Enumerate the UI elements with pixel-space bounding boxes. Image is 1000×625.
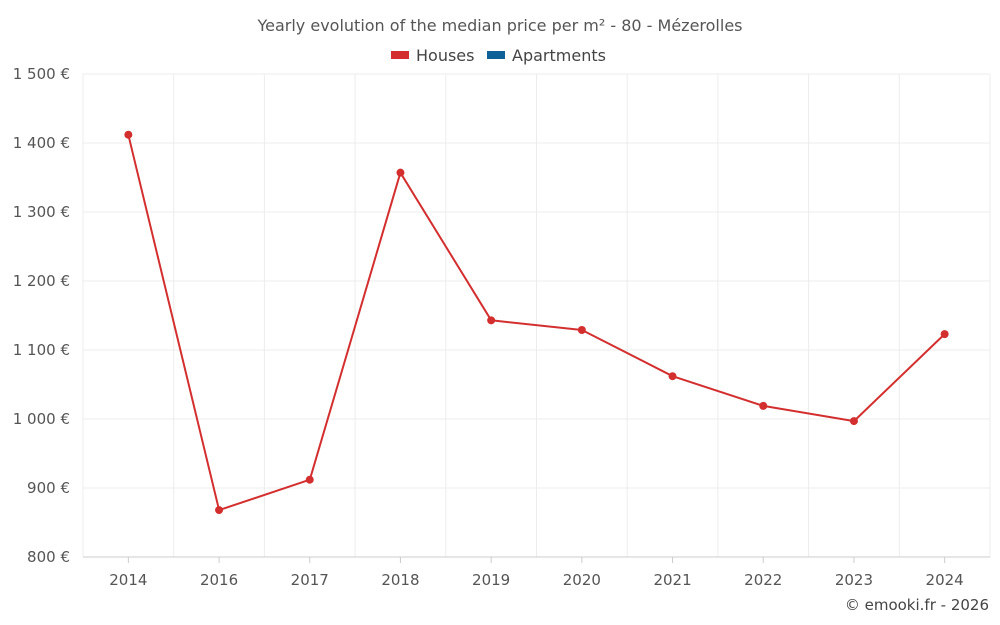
y-tick-label: 1 500 € [13, 65, 70, 83]
y-tick-label: 1 300 € [13, 203, 70, 221]
x-tick-label: 2016 [200, 571, 238, 589]
x-gridlines [82, 74, 991, 557]
y-tick-label: 900 € [27, 479, 70, 497]
data-point-houses[interactable] [849, 417, 858, 426]
data-point-houses[interactable] [487, 316, 496, 325]
legend-swatch-apartments [487, 51, 505, 59]
data-point-houses[interactable] [124, 130, 133, 139]
y-tick-label: 1 400 € [13, 134, 70, 152]
data-point-houses[interactable] [305, 475, 314, 484]
x-axis-ticks: 2014 2016 2017 2018 2019 2020 2021 2022 2023 2024 [109, 557, 964, 589]
legend-swatch-houses [391, 51, 409, 59]
x-tick-label: 2023 [835, 571, 873, 589]
data-point-houses[interactable] [577, 325, 586, 334]
legend-label-apartments: Apartments [512, 46, 606, 65]
legend: Houses Apartments [391, 46, 606, 65]
x-tick-label: 2024 [926, 571, 964, 589]
x-tick-label: 2020 [563, 571, 601, 589]
credit-text: © emooki.fr - 2026 [845, 596, 989, 614]
x-tick-label: 2018 [381, 571, 419, 589]
x-tick-label: 2021 [653, 571, 691, 589]
legend-item-houses[interactable]: Houses [391, 46, 474, 65]
data-point-houses[interactable] [668, 372, 677, 381]
x-tick-label: 2017 [291, 571, 329, 589]
y-tick-label: 800 € [27, 548, 70, 566]
series-layer [124, 130, 949, 515]
data-point-houses[interactable] [940, 330, 949, 339]
chart-title: Yearly evolution of the median price per… [256, 16, 742, 35]
series-line-houses [127, 134, 946, 512]
x-tick-label: 2014 [109, 571, 147, 589]
data-point-houses[interactable] [215, 506, 224, 515]
legend-label-houses: Houses [416, 46, 474, 65]
y-tick-label: 1 200 € [13, 272, 70, 290]
data-point-houses[interactable] [396, 168, 405, 177]
y-tick-label: 1 000 € [13, 410, 70, 428]
y-axis-ticks: 800 € 900 € 1 000 € 1 100 € 1 200 € 1 300 € 1 … [13, 65, 70, 566]
data-point-houses[interactable] [759, 401, 768, 410]
legend-item-apartments[interactable]: Apartments [487, 46, 606, 65]
x-tick-label: 2019 [472, 571, 510, 589]
y-tick-label: 1 100 € [13, 341, 70, 359]
x-tick-label: 2022 [744, 571, 782, 589]
